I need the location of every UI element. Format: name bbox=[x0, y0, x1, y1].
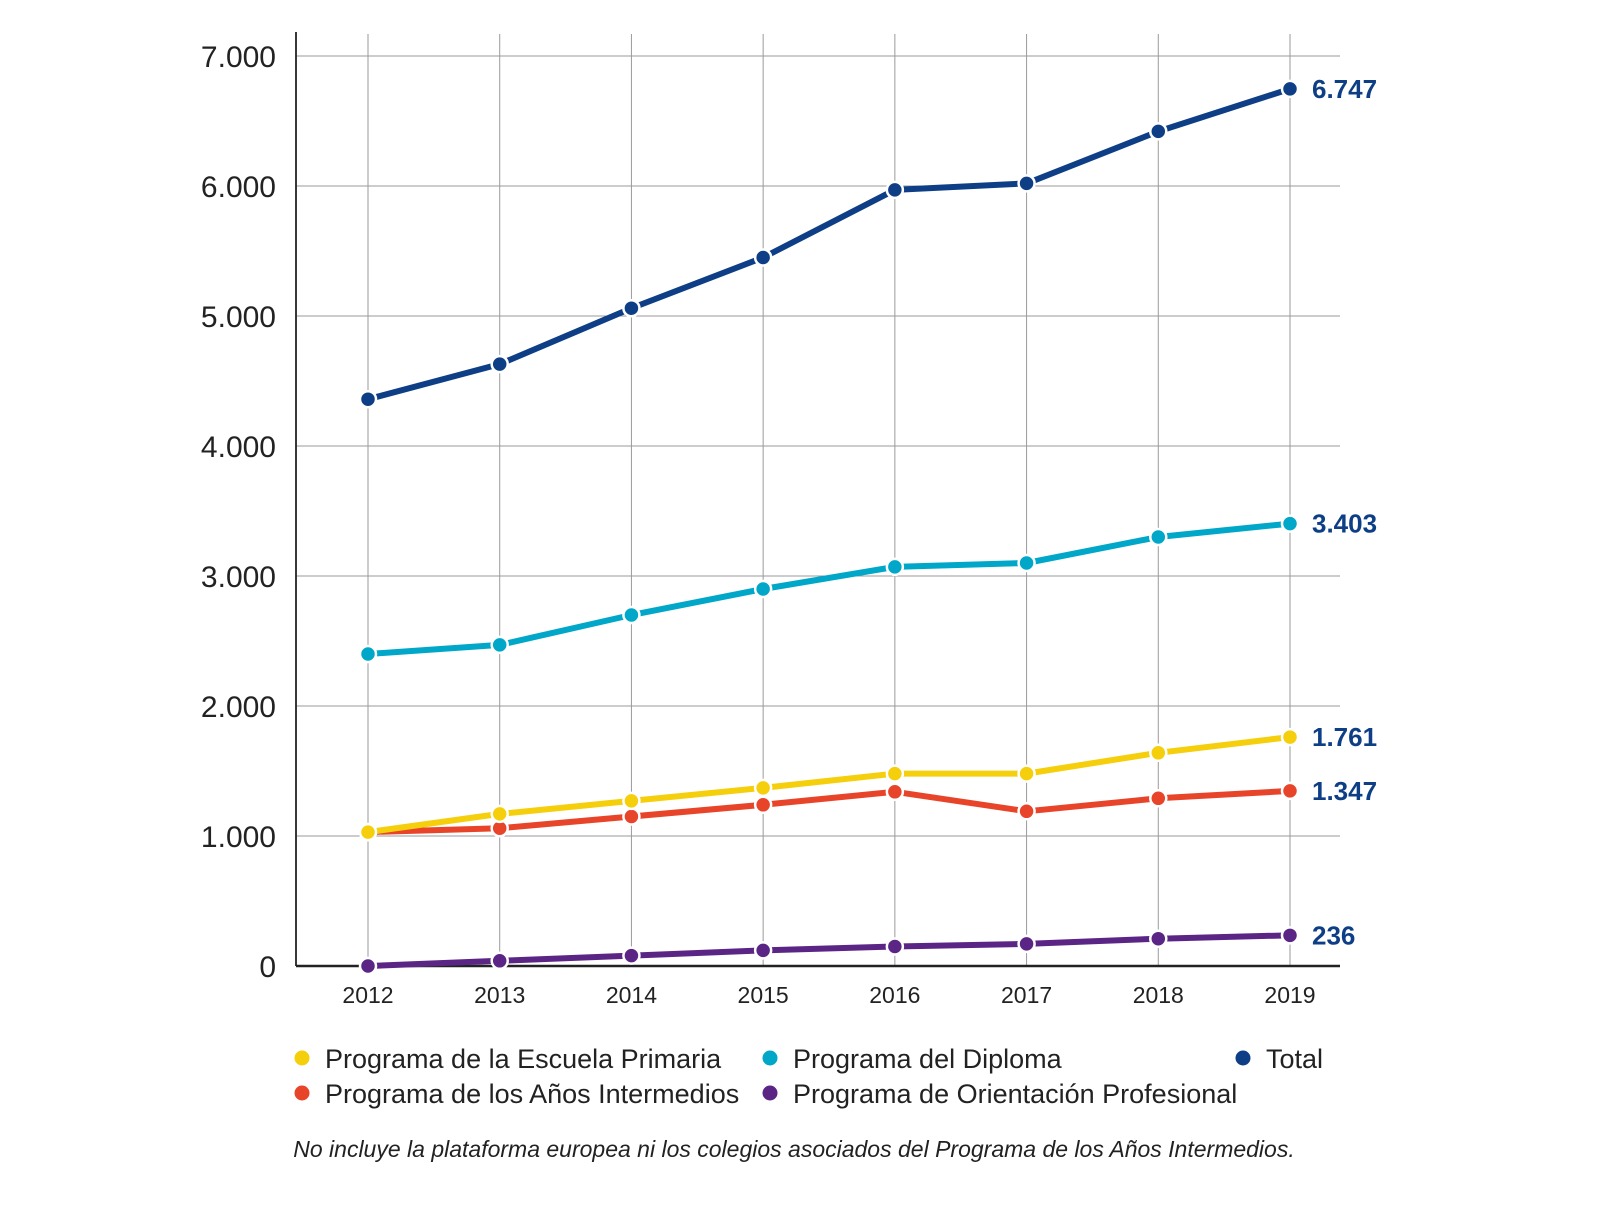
data-point bbox=[358, 956, 378, 976]
data-point bbox=[1280, 926, 1300, 945]
series-programa-del-diploma: 3.403 bbox=[358, 509, 1377, 664]
end-value-label: 3.403 bbox=[1312, 509, 1377, 539]
y-tick-label: 5.000 bbox=[201, 301, 276, 334]
data-point bbox=[358, 822, 378, 842]
x-tick-label: 2012 bbox=[342, 982, 393, 1008]
series-total: 6.747 bbox=[358, 74, 1377, 409]
data-point bbox=[753, 778, 773, 798]
data-point bbox=[622, 298, 641, 318]
legend-item: Programa de los Años Intermedios bbox=[294, 1079, 739, 1109]
data-point bbox=[753, 248, 773, 267]
y-tick-label: 2.000 bbox=[201, 691, 276, 724]
legend-item: Programa del Diploma bbox=[762, 1044, 1063, 1074]
x-tick-label: 2019 bbox=[1264, 982, 1315, 1008]
data-point bbox=[1017, 934, 1036, 954]
data-point bbox=[1017, 174, 1036, 193]
y-tick-label: 3.000 bbox=[201, 561, 276, 594]
data-point bbox=[358, 389, 378, 409]
data-point bbox=[885, 782, 905, 802]
legend: Programa de la Escuela Primaria Programa … bbox=[294, 1044, 1323, 1109]
series-programa-de-la-escuela-primaria: 1.761 bbox=[358, 722, 1377, 842]
data-point bbox=[1149, 789, 1168, 808]
data-point bbox=[490, 354, 509, 374]
legend-label: Total bbox=[1266, 1044, 1323, 1074]
data-point bbox=[885, 180, 905, 200]
legend-label: Programa de los Años Intermedios bbox=[325, 1079, 739, 1109]
end-value-label: 6.747 bbox=[1312, 74, 1377, 104]
x-tick-label: 2014 bbox=[606, 982, 657, 1008]
x-tick-label: 2015 bbox=[738, 982, 789, 1008]
data-point bbox=[1149, 743, 1168, 763]
data-point bbox=[1280, 514, 1300, 533]
legend-label: Programa de Orientación Profesional bbox=[793, 1079, 1237, 1109]
y-tick-label: 6.000 bbox=[201, 171, 276, 204]
data-point bbox=[1280, 781, 1300, 801]
legend-item: Programa de la Escuela Primaria bbox=[294, 1044, 722, 1074]
data-point bbox=[885, 557, 905, 577]
series-programa-de-los-a-os-intermedios: 1.347 bbox=[358, 776, 1377, 842]
legend-label: Programa de la Escuela Primaria bbox=[325, 1044, 722, 1074]
data-point bbox=[1017, 764, 1036, 783]
legend-marker bbox=[1235, 1050, 1251, 1066]
data-point bbox=[622, 605, 641, 625]
data-point bbox=[622, 946, 641, 965]
x-tick-label: 2018 bbox=[1133, 982, 1184, 1008]
data-point bbox=[1017, 553, 1036, 573]
data-point bbox=[490, 635, 509, 655]
x-tick-label: 2016 bbox=[869, 982, 920, 1008]
data-point bbox=[753, 941, 773, 960]
legend-marker bbox=[762, 1085, 778, 1101]
data-point bbox=[622, 791, 641, 811]
legend-item: Total bbox=[1235, 1044, 1323, 1074]
data-point bbox=[753, 795, 773, 815]
series-line bbox=[365, 787, 1293, 836]
data-point bbox=[490, 951, 509, 971]
x-tick-label: 2017 bbox=[1001, 982, 1052, 1008]
legend-label: Programa del Diploma bbox=[793, 1044, 1063, 1074]
data-point bbox=[1149, 527, 1168, 547]
legend-marker bbox=[294, 1085, 310, 1101]
series-programa-de-orientaci-n-profesional: 236 bbox=[358, 920, 1355, 976]
y-tick-label: 4.000 bbox=[201, 431, 276, 464]
series-line bbox=[365, 85, 1293, 403]
end-value-label: 236 bbox=[1312, 920, 1355, 950]
data-point bbox=[885, 937, 905, 956]
data-point bbox=[1017, 802, 1036, 821]
y-tick-label: 1.000 bbox=[201, 821, 276, 854]
y-tick-label: 7.000 bbox=[201, 41, 276, 74]
data-point bbox=[1149, 929, 1168, 948]
series-line bbox=[365, 734, 1293, 836]
legend-marker bbox=[762, 1050, 778, 1066]
footnote: No incluye la plataforma europea ni los … bbox=[293, 1136, 1294, 1162]
data-point bbox=[885, 764, 905, 783]
x-tick-label: 2013 bbox=[474, 982, 525, 1008]
end-value-label: 1.347 bbox=[1312, 776, 1377, 806]
data-point bbox=[1280, 79, 1300, 99]
data-point bbox=[1280, 727, 1300, 747]
series-line bbox=[365, 932, 1293, 969]
series-line bbox=[365, 520, 1293, 657]
legend-marker bbox=[294, 1050, 310, 1066]
legend-item: Programa de Orientación Profesional bbox=[762, 1079, 1237, 1109]
data-point bbox=[490, 804, 509, 824]
data-point bbox=[753, 579, 773, 599]
end-value-label: 1.761 bbox=[1312, 722, 1377, 752]
grid bbox=[296, 34, 1340, 966]
data-point bbox=[622, 807, 641, 826]
y-tick-label: 0 bbox=[259, 951, 276, 984]
data-point bbox=[358, 644, 378, 664]
data-point bbox=[1149, 122, 1168, 141]
